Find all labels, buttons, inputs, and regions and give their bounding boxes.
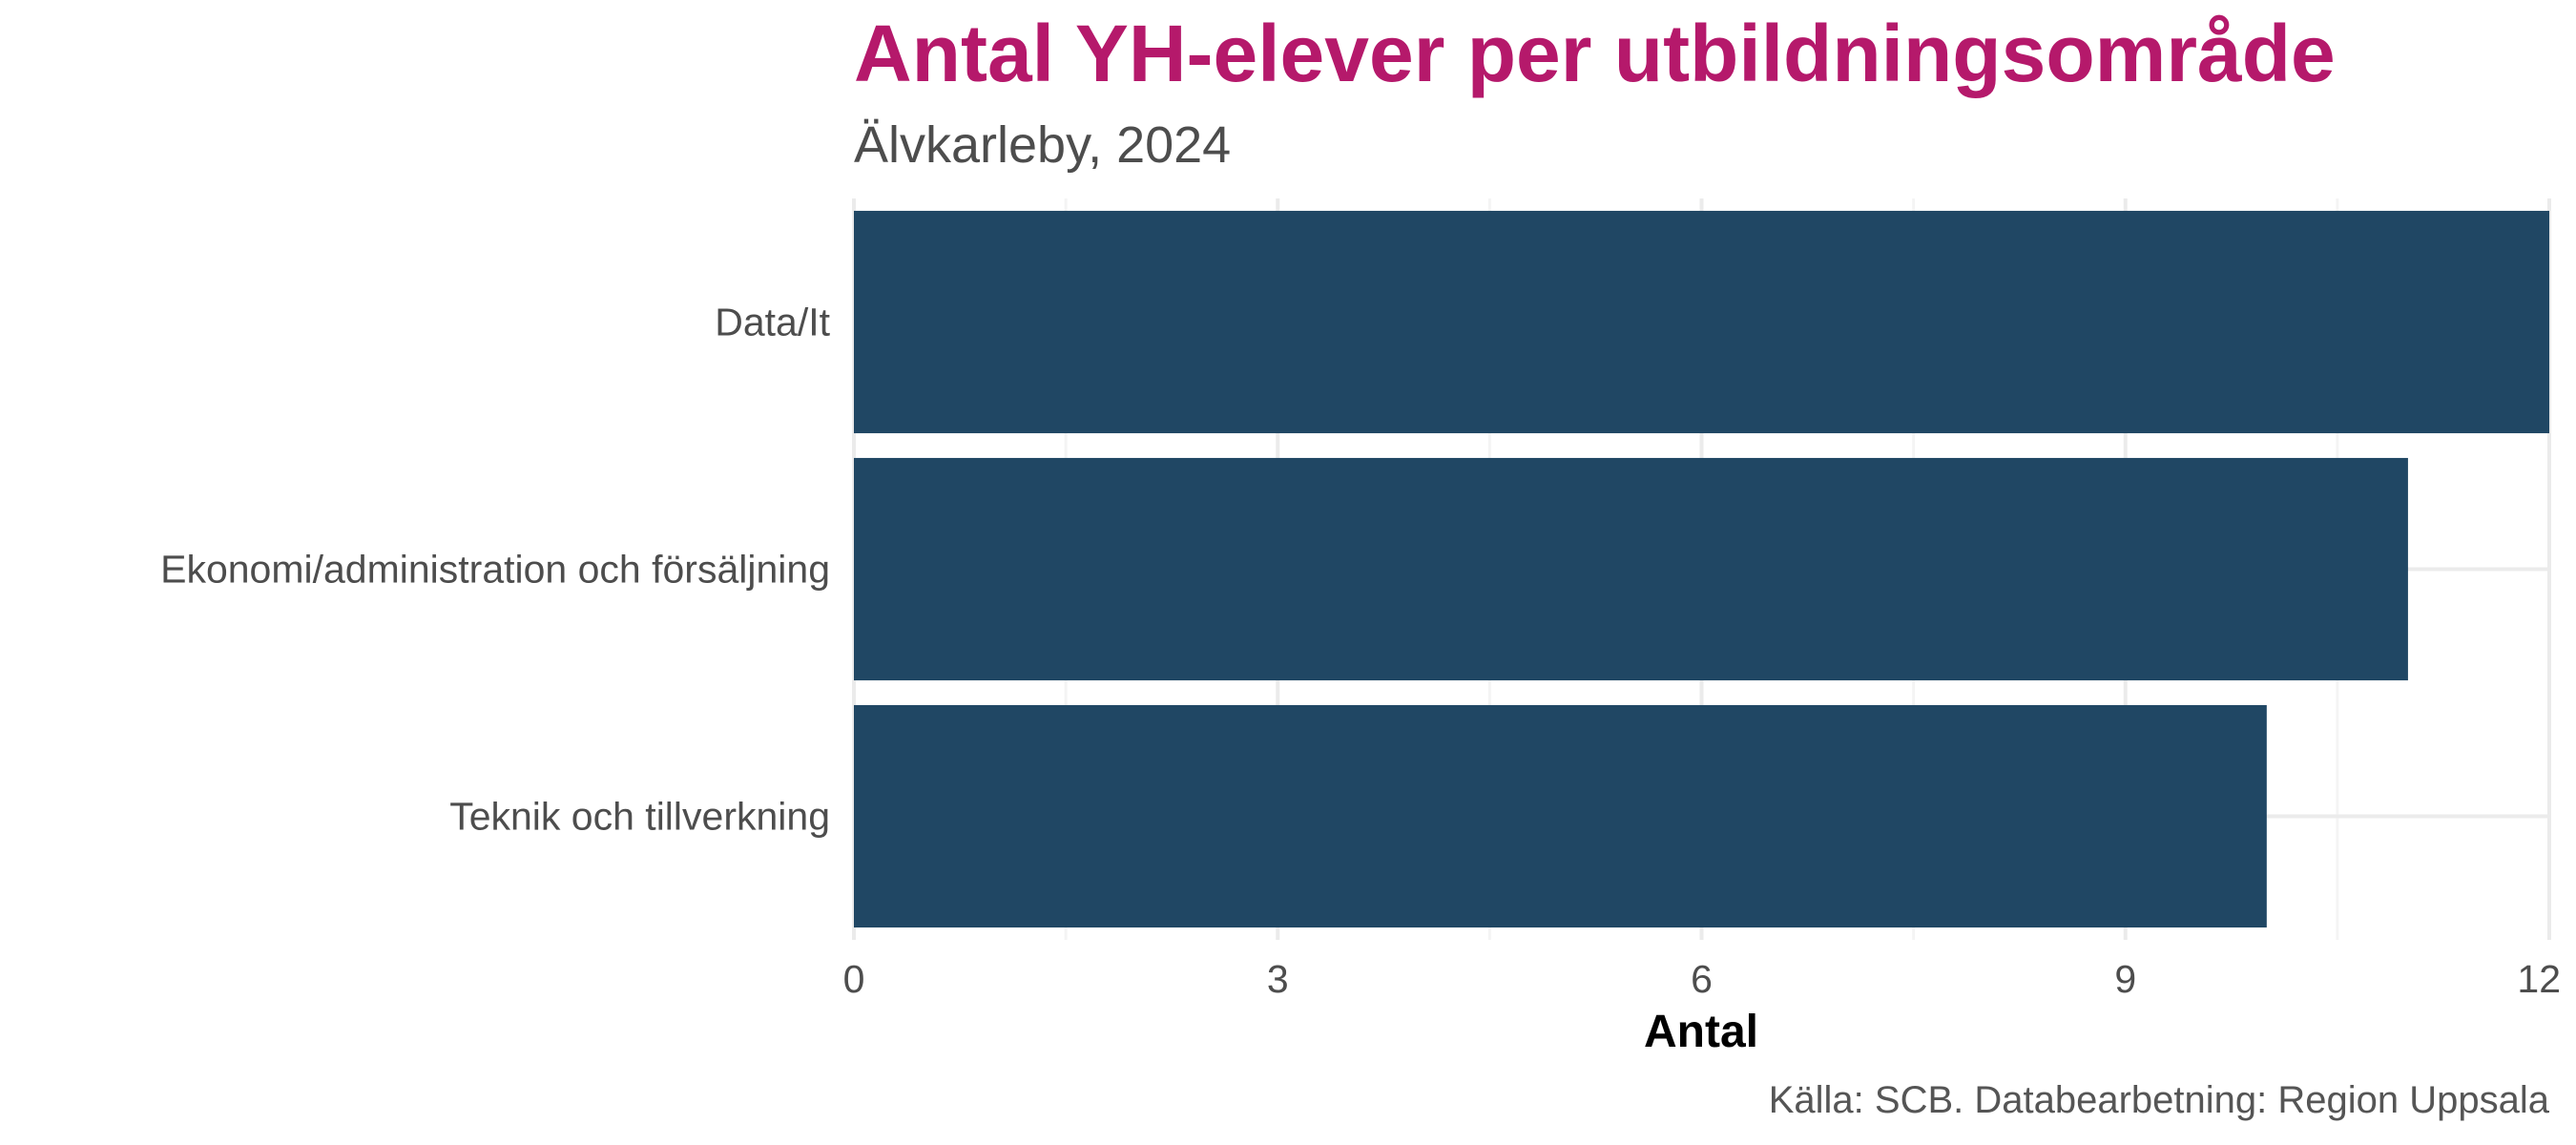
chart-subtitle: Älvkarleby, 2024 bbox=[854, 116, 1231, 174]
chart-title: Antal YH-elever per utbildningsområde bbox=[854, 9, 2336, 98]
chart-caption: Källa: SCB. Databearbetning: Region Upps… bbox=[1769, 1079, 2550, 1121]
x-tick-label: 9 bbox=[2114, 957, 2136, 1001]
x-tick-label: 0 bbox=[843, 957, 865, 1001]
x-axis-title: Antal bbox=[1644, 1007, 1758, 1057]
bars bbox=[854, 210, 2549, 928]
x-tick-labels: 0 3 6 9 12 bbox=[843, 957, 2561, 1001]
x-tick-label: 12 bbox=[2517, 957, 2561, 1001]
bar bbox=[854, 210, 2549, 434]
category-label: Teknik och tillverkning bbox=[449, 795, 830, 839]
category-labels: Data/It Ekonomi/administration och försäl… bbox=[160, 301, 831, 839]
category-label: Ekonomi/administration och försäljning bbox=[160, 548, 830, 592]
bar bbox=[854, 457, 2408, 681]
category-label: Data/It bbox=[715, 301, 830, 344]
x-tick-label: 6 bbox=[1691, 957, 1713, 1001]
bar bbox=[854, 704, 2267, 928]
x-tick-label: 3 bbox=[1267, 957, 1289, 1001]
